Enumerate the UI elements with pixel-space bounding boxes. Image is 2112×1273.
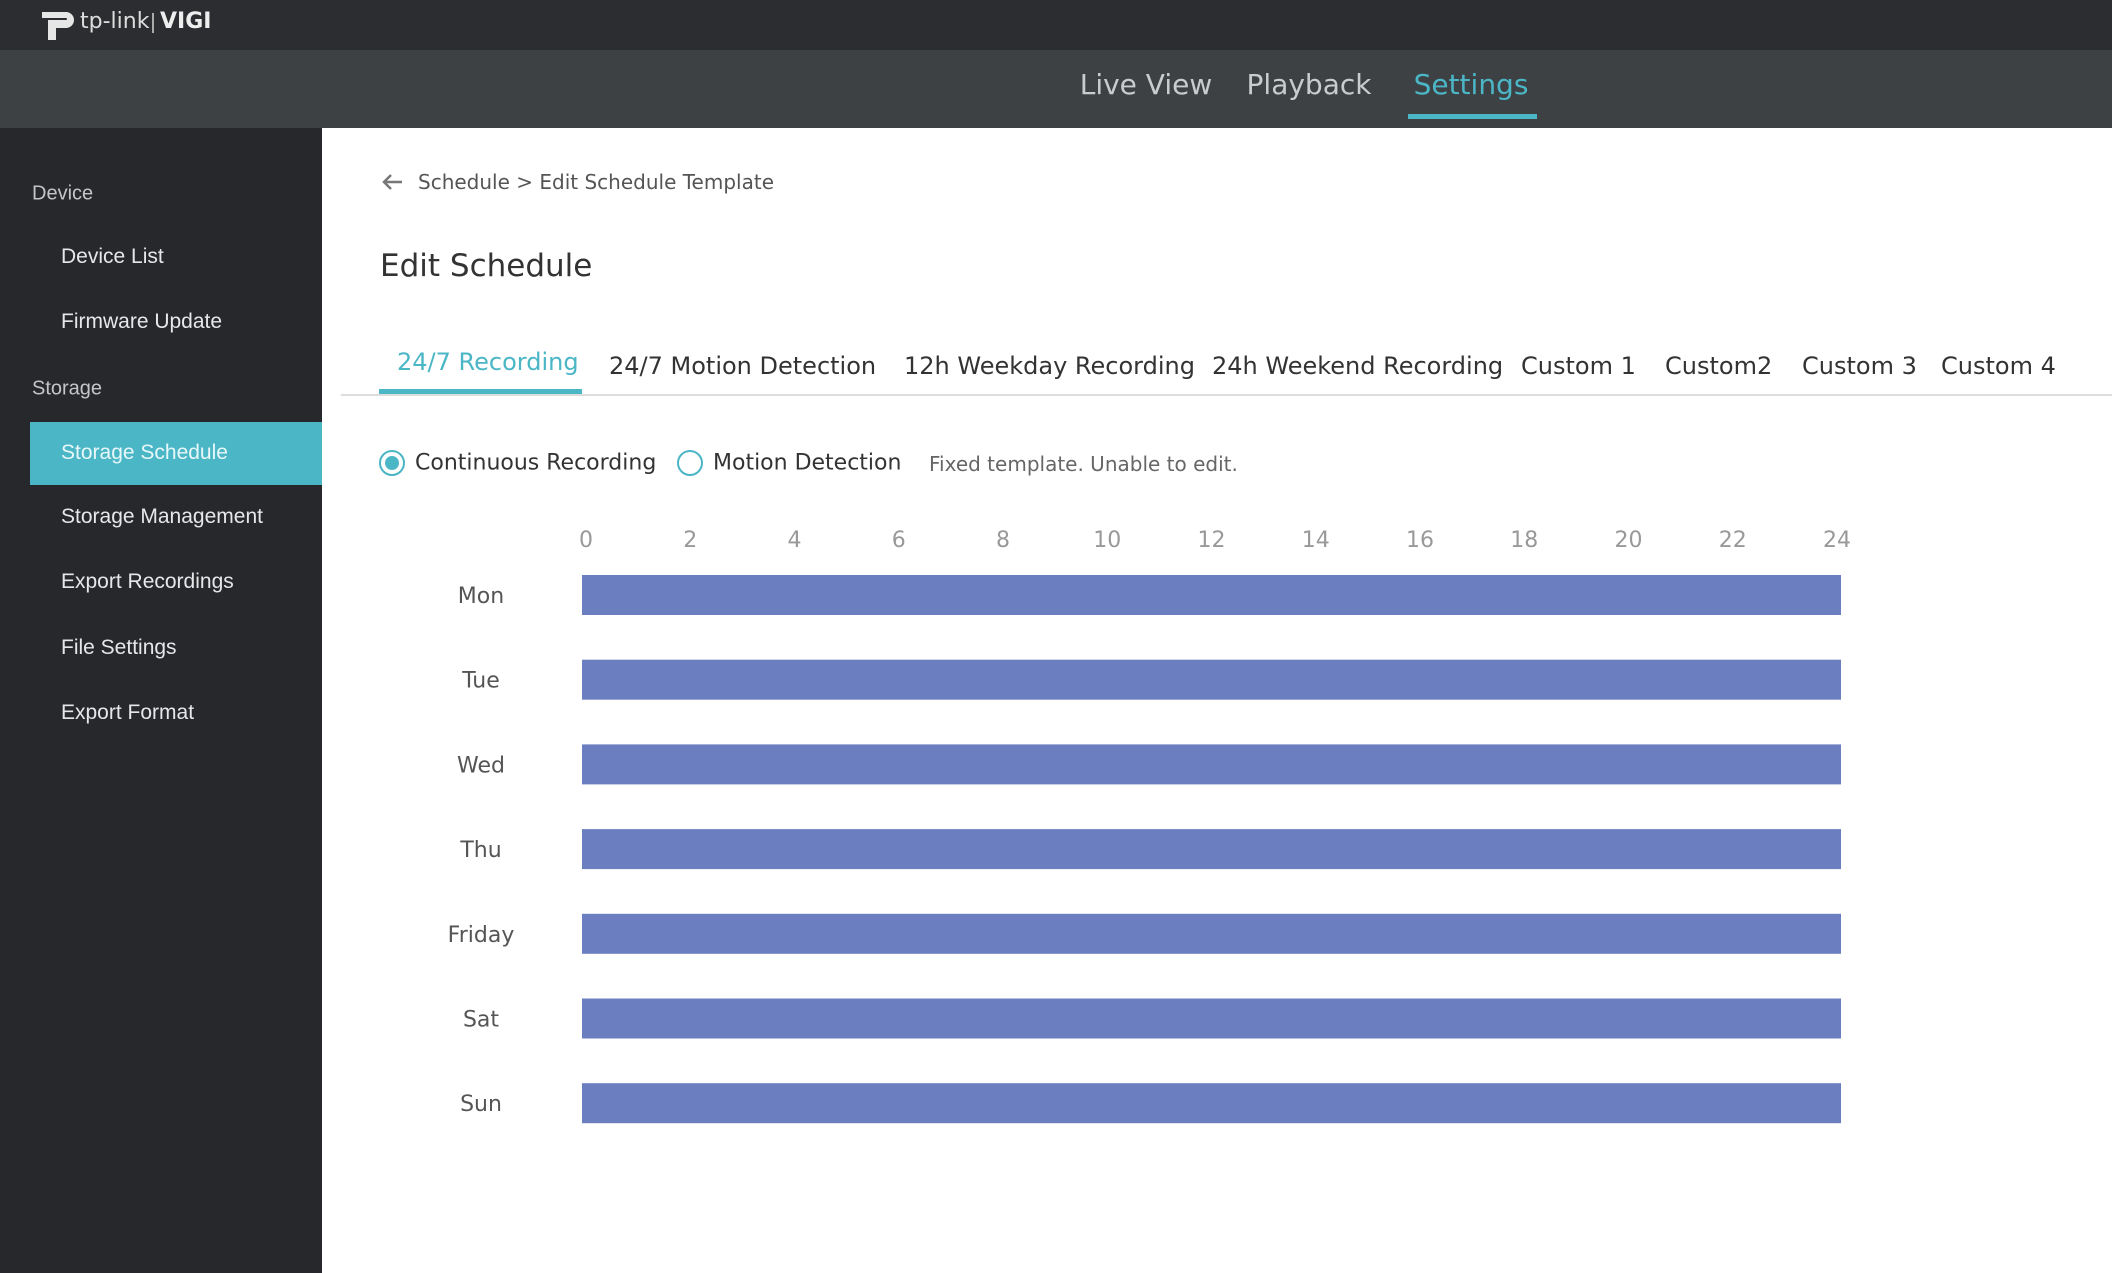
hour-label: 4 — [788, 528, 802, 553]
schedule-bar — [582, 913, 1841, 954]
page-title: Edit Schedule — [380, 248, 593, 284]
day-label: Thu — [459, 838, 501, 863]
sidebar-item[interactable]: Firmware Update — [61, 310, 223, 333]
tab[interactable]: 24h Weekend Recording — [1212, 352, 1504, 380]
tab[interactable]: Custom2 — [1665, 352, 1773, 380]
hour-label: 10 — [1093, 528, 1121, 553]
nav-bar: Live View Playback Settings — [0, 50, 2112, 128]
breadcrumb-separator: > — [516, 170, 534, 194]
nav-item[interactable]: Live View — [1079, 68, 1213, 101]
radio-label[interactable]: Motion Detection — [713, 450, 902, 476]
top-bar: tp-link VIGI — [0, 0, 2112, 50]
tab[interactable]: 12h Weekday Recording — [904, 352, 1195, 380]
day-label: Tue — [461, 669, 500, 694]
note: Fixed template. Unable to edit. — [929, 452, 1238, 476]
sidebar-section: Device — [32, 182, 94, 205]
hour-label: 22 — [1719, 528, 1747, 553]
schedule-bar — [582, 998, 1841, 1039]
back-arrow[interactable] — [380, 170, 406, 194]
schedule-bar — [582, 829, 1841, 870]
day-label: Sun — [460, 1092, 502, 1117]
day-label: Sat — [463, 1008, 499, 1033]
schedule-bar — [582, 575, 1841, 615]
schedule-bar — [582, 744, 1841, 785]
nav-underline — [1408, 114, 1537, 119]
brand: tp-link — [80, 9, 150, 34]
breadcrumb-current: Edit Schedule Template — [539, 170, 774, 194]
hour-label: 6 — [892, 528, 906, 553]
product: VIGI — [160, 9, 212, 34]
radio-checked[interactable] — [378, 449, 406, 477]
separator — [152, 13, 154, 33]
sidebar-item[interactable]: Storage Schedule — [61, 441, 228, 464]
nav-item[interactable]: Settings — [1413, 68, 1529, 101]
tab[interactable]: Custom 3 — [1802, 352, 1917, 380]
hour-label: 24 — [1823, 528, 1851, 553]
day-label: Friday — [448, 923, 515, 948]
tab[interactable]: Custom 4 — [1941, 352, 2056, 380]
hour-label: 8 — [996, 528, 1010, 553]
schedule-bar — [582, 1083, 1841, 1124]
nav-item[interactable]: Playback — [1246, 68, 1372, 101]
radio[interactable] — [676, 449, 704, 477]
sidebar-item[interactable]: Export Format — [61, 701, 195, 724]
hour-label: 16 — [1406, 528, 1434, 553]
sidebar-item[interactable]: Device List — [61, 245, 164, 268]
hour-label: 18 — [1510, 528, 1538, 553]
tab[interactable]: Custom 1 — [1521, 352, 1636, 380]
sidebar-item[interactable]: File Settings — [61, 636, 177, 659]
day-label: Mon — [458, 584, 504, 609]
tab[interactable]: 24/7 Recording — [397, 348, 579, 376]
radio-label[interactable]: Continuous Recording — [415, 450, 657, 476]
day-label: Wed — [457, 753, 505, 778]
hour-label: 20 — [1615, 528, 1643, 553]
sidebar — [0, 128, 322, 1273]
tab[interactable]: 24/7 Motion Detection — [609, 352, 877, 380]
tab-divider — [341, 394, 2112, 396]
sidebar-active — [30, 422, 322, 485]
schedule-bar — [582, 659, 1841, 700]
logo-icon — [42, 12, 74, 40]
hour-label: 2 — [683, 528, 697, 553]
breadcrumb-link[interactable]: Schedule — [418, 170, 510, 194]
hour-label: 14 — [1302, 528, 1330, 553]
sidebar-item[interactable]: Export Recordings — [61, 570, 234, 593]
breadcrumb: Schedule > Edit Schedule Template — [418, 170, 774, 194]
sidebar-item[interactable]: Storage Management — [61, 505, 263, 528]
hour-label: 0 — [579, 528, 593, 553]
tab-underline — [379, 389, 582, 394]
hour-label: 12 — [1198, 528, 1226, 553]
sidebar-section: Storage — [32, 377, 103, 400]
